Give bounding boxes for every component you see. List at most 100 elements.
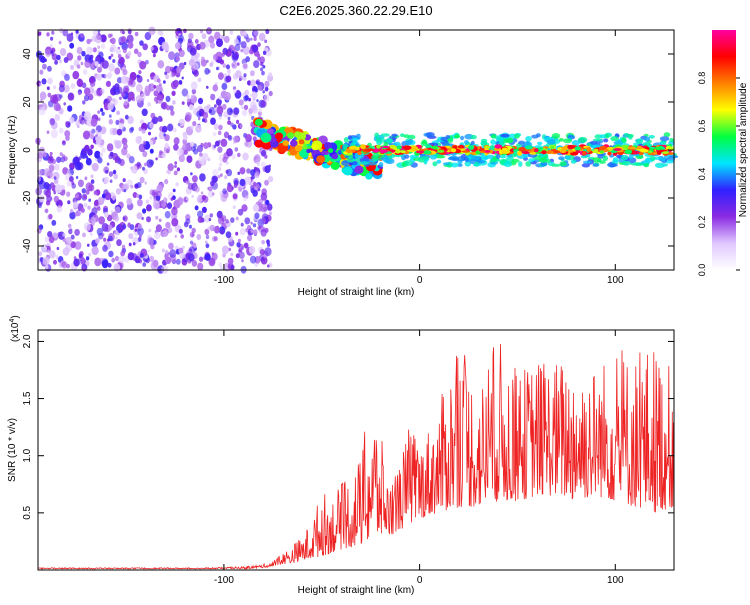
heatmap-cell (196, 110, 202, 118)
heatmap-cell (177, 197, 184, 206)
heatmap-cell (421, 139, 427, 145)
heatmap-cell (226, 168, 233, 177)
heatmap-cell (239, 75, 243, 81)
heatmap-cell (183, 61, 187, 66)
heatmap-cell (260, 161, 266, 168)
heatmap-cell (249, 79, 256, 87)
heatmap-cell (219, 173, 223, 177)
heatmap-cell (127, 115, 134, 125)
heatmap-cell (183, 149, 188, 155)
heatmap-cell (101, 259, 109, 269)
heatmap-cell (164, 249, 169, 255)
heatmap-cell (97, 206, 101, 211)
heatmap-cell (263, 94, 270, 102)
heatmap-cell (90, 118, 98, 127)
heatmap-cell (256, 99, 259, 103)
heatmap-cell (258, 32, 266, 42)
heatmap-cell (165, 65, 172, 74)
heatmap-cell (524, 145, 534, 150)
heatmap-cell (571, 140, 580, 146)
heatmap-cell (222, 103, 227, 110)
heatmap-cell (464, 140, 469, 145)
heatmap-cell (153, 96, 158, 102)
heatmap-cell (80, 207, 85, 213)
heatmap-cell (134, 31, 139, 37)
heatmap-cell (96, 227, 103, 236)
heatmap-cell (202, 112, 209, 119)
heatmap-cell (48, 236, 55, 244)
heatmap-cell (87, 148, 93, 156)
heatmap-cell (38, 251, 43, 257)
heatmap-cell (65, 236, 73, 246)
heatmap-cell (49, 118, 56, 126)
heatmap-cell (624, 149, 633, 155)
heatmap-cell (82, 130, 91, 140)
heatmap-cell (551, 133, 561, 139)
heatmap-cell (138, 70, 142, 75)
heatmap-cell (621, 137, 627, 144)
x-tick-label: 100 (607, 275, 624, 286)
heatmap-cell (200, 191, 204, 195)
heatmap-cell (90, 47, 94, 53)
heatmap-cell (69, 162, 75, 170)
heatmap-cell (72, 156, 80, 166)
heatmap-cell (52, 85, 57, 90)
heatmap-cell (136, 212, 143, 220)
heatmap-cell (157, 29, 162, 36)
heatmap-cell (83, 94, 90, 102)
heatmap-cell (150, 46, 154, 51)
heatmap-cell (45, 265, 49, 269)
heatmap-cell (528, 158, 535, 163)
heatmap-cell (93, 139, 96, 144)
heatmap-cell (204, 214, 211, 223)
heatmap-cell (518, 161, 523, 167)
heatmap-cell (514, 133, 520, 139)
heatmap-cell (258, 198, 263, 205)
heatmap-cell (613, 148, 622, 151)
colorbar-label: Normalized spectral amplitude (738, 82, 749, 217)
heatmap-cell (134, 228, 138, 232)
heatmap-cell (103, 166, 110, 174)
heatmap-cell (199, 41, 206, 50)
heatmap-cell (172, 127, 177, 133)
heatmap-cell (395, 149, 401, 154)
heatmap-cell (107, 33, 112, 39)
heatmap-cell (44, 208, 49, 214)
heatmap-cell (173, 143, 179, 151)
heatmap-cell (249, 93, 253, 97)
heatmap-cell (92, 47, 97, 53)
heatmap-cell (581, 163, 591, 168)
heatmap-cell (534, 148, 539, 153)
heatmap-cell (122, 178, 126, 183)
heatmap-cell (669, 138, 674, 143)
heatmap-cell (146, 79, 150, 82)
heatmap-cell (200, 56, 205, 62)
heatmap-cell (376, 144, 381, 149)
heatmap-cell (118, 122, 125, 130)
heatmap-cell (257, 111, 262, 117)
heatmap-cell (56, 54, 61, 61)
heatmap-cell (218, 95, 222, 100)
heatmap-cell (205, 234, 210, 240)
heatmap-cell (119, 96, 122, 101)
heatmap-cell (559, 149, 567, 154)
heatmap-cell (118, 255, 125, 264)
heatmap-cell (264, 86, 269, 92)
heatmap-cell (139, 40, 144, 46)
heatmap-cell (268, 176, 274, 183)
heatmap-cell (457, 156, 465, 162)
heatmap-cell (128, 81, 132, 86)
heatmap-cell (107, 73, 112, 80)
heatmap-cell (92, 30, 98, 37)
heatmap-cell (122, 216, 126, 221)
heatmap-cell (221, 215, 227, 222)
heatmap-cell (171, 207, 178, 216)
heatmap-cell (97, 66, 102, 73)
heatmap-cell (226, 148, 233, 157)
heatmap-cell (294, 131, 302, 138)
heatmap-cell (101, 147, 106, 153)
heatmap-cell (251, 44, 259, 53)
heatmap-cell (49, 151, 53, 156)
heatmap-cell (90, 174, 94, 179)
heatmap-cell (70, 83, 76, 89)
